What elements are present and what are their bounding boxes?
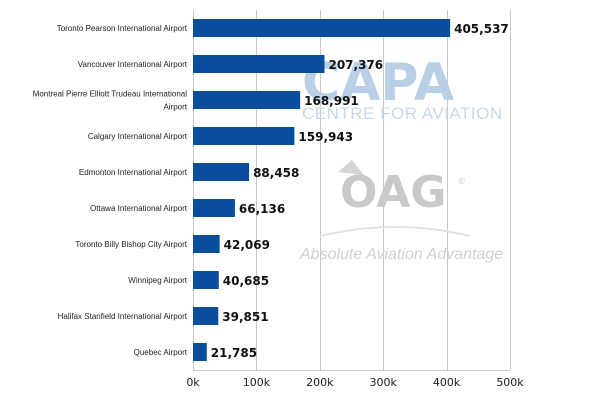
category-label: Toronto Pearson International Airport (57, 24, 188, 33)
oag-logo-mark (338, 160, 364, 175)
oag-watermark-registered: ® (458, 176, 465, 186)
value-label: 405,537 (454, 22, 509, 36)
oag-swoosh (319, 226, 471, 237)
x-tick-label: 400k (433, 376, 461, 389)
value-label: 42,069 (224, 238, 270, 252)
x-tick-label: 300k (370, 376, 398, 389)
value-label: 21,785 (211, 346, 257, 360)
value-label: 40,685 (223, 274, 269, 288)
category-label: Airport (163, 103, 187, 112)
value-labels: 405,537 207,376 168,991 159,943 88,458 66,136… (211, 22, 509, 360)
bar (193, 19, 451, 37)
capa-watermark-subtitle: CENTRE FOR AVIATION (302, 104, 503, 123)
bar (193, 343, 207, 361)
value-label: 168,991 (304, 94, 359, 108)
bar (193, 91, 301, 109)
value-label: 39,851 (222, 310, 268, 324)
x-axis-tick-labels: 0k 100k 200k 300k 400k 500k (186, 376, 524, 389)
category-label: Toronto Billy Bishop City Airport (75, 240, 187, 249)
category-label: Edmonton International Airport (79, 168, 188, 177)
category-label: Winnipeg Airport (128, 276, 187, 285)
bar (193, 163, 250, 181)
capa-watermark-title: CAPA (302, 53, 454, 113)
x-tick-label: 500k (496, 376, 524, 389)
bars (193, 19, 451, 361)
watermarks: CAPA CENTRE FOR AVIATION OAG ® Absolute … (299, 53, 503, 263)
oag-watermark-tagline: Absolute Aviation Advantage (299, 246, 503, 263)
value-label: 66,136 (239, 202, 285, 216)
x-tick-label: 200k (306, 376, 334, 389)
bar (193, 199, 235, 217)
category-label: Montreal Pierre Elliott Trudeau Internat… (33, 90, 188, 99)
oag-watermark-title: OAG (340, 167, 446, 218)
value-label: 88,458 (253, 166, 299, 180)
category-label: Vancouver International Airport (78, 60, 188, 69)
value-label: 207,376 (328, 58, 383, 72)
bar (193, 235, 220, 253)
value-label: 159,943 (298, 130, 353, 144)
bar (193, 307, 219, 325)
x-tick-label: 0k (186, 376, 200, 389)
bar (193, 55, 325, 73)
category-label: Quebec Airport (134, 348, 188, 357)
category-labels: Toronto Pearson International Airport Van… (33, 24, 188, 357)
category-label: Halifax Stanfield International Airport (58, 312, 188, 321)
bar (193, 127, 295, 145)
bar (193, 271, 219, 289)
category-label: Calgary International Airport (88, 132, 188, 141)
category-label: Ottawa International Airport (90, 204, 188, 213)
x-tick-label: 100k (243, 376, 271, 389)
